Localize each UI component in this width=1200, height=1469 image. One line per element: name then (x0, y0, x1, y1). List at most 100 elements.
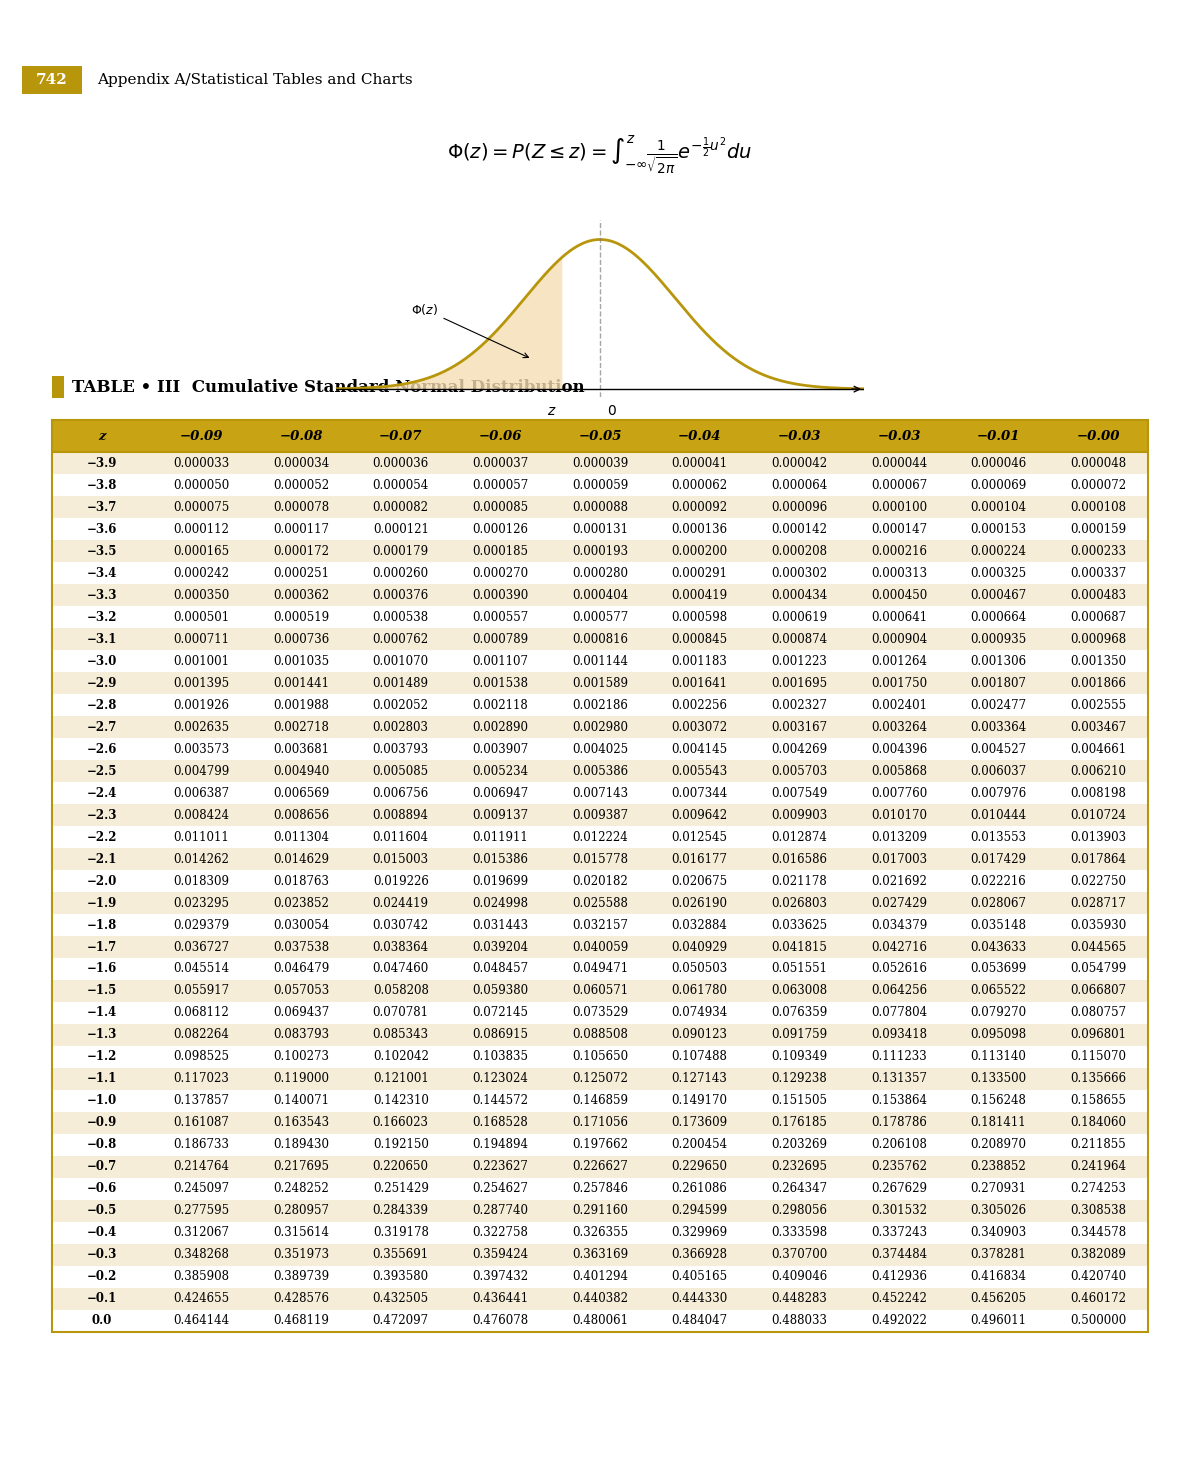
Text: 0.007344: 0.007344 (672, 786, 727, 799)
Text: 0.006947: 0.006947 (473, 786, 528, 799)
Text: 0.011304: 0.011304 (274, 830, 329, 843)
Text: −1.8: −1.8 (86, 918, 116, 931)
Text: 0.000104: 0.000104 (971, 501, 1027, 514)
Text: 0.001264: 0.001264 (871, 655, 926, 667)
Text: 0.308538: 0.308538 (1070, 1205, 1126, 1218)
Text: 0.051551: 0.051551 (772, 962, 827, 975)
Text: −1.0: −1.0 (86, 1094, 116, 1108)
Text: 0.184060: 0.184060 (1070, 1116, 1126, 1130)
Text: 0.200454: 0.200454 (672, 1138, 727, 1152)
Text: 0.294599: 0.294599 (672, 1205, 727, 1218)
Text: −2.6: −2.6 (86, 742, 118, 755)
Text: 0.000845: 0.000845 (672, 633, 727, 645)
Text: 0.044565: 0.044565 (1070, 940, 1127, 953)
Text: −0.07: −0.07 (379, 429, 422, 442)
FancyBboxPatch shape (52, 519, 1148, 541)
Text: 0.000078: 0.000078 (274, 501, 329, 514)
Text: 0.223627: 0.223627 (473, 1161, 528, 1174)
Text: 0.000121: 0.000121 (373, 523, 428, 536)
Text: 0.006387: 0.006387 (173, 786, 229, 799)
Text: 0.460172: 0.460172 (1070, 1293, 1126, 1306)
Text: 0.105650: 0.105650 (572, 1050, 628, 1064)
Text: 0.000816: 0.000816 (572, 633, 628, 645)
Text: 0.111233: 0.111233 (871, 1050, 926, 1064)
Text: −0.6: −0.6 (86, 1183, 116, 1196)
Text: 0.023295: 0.023295 (174, 896, 229, 909)
Text: 0.000062: 0.000062 (672, 479, 727, 492)
Text: 0.144572: 0.144572 (473, 1094, 528, 1108)
Text: 0.010724: 0.010724 (1070, 808, 1126, 821)
Text: 0.007549: 0.007549 (772, 786, 827, 799)
Text: 0.123024: 0.123024 (473, 1072, 528, 1086)
Text: 0.001306: 0.001306 (971, 655, 1027, 667)
Text: 0.054799: 0.054799 (1070, 962, 1127, 975)
Text: 0.013553: 0.013553 (971, 830, 1027, 843)
Text: 0.011911: 0.011911 (473, 830, 528, 843)
Text: 0.048457: 0.048457 (473, 962, 528, 975)
Text: 0.001441: 0.001441 (274, 677, 329, 689)
Text: 0.000404: 0.000404 (572, 589, 628, 601)
Text: 0.001489: 0.001489 (373, 677, 428, 689)
Text: 0.001641: 0.001641 (672, 677, 727, 689)
Text: 0.496011: 0.496011 (971, 1315, 1026, 1328)
Text: 0.270931: 0.270931 (971, 1183, 1026, 1196)
Text: 0.284339: 0.284339 (373, 1205, 428, 1218)
Text: 0.033625: 0.033625 (772, 918, 827, 931)
Text: −0.9: −0.9 (86, 1116, 116, 1130)
Text: 0.245097: 0.245097 (173, 1183, 229, 1196)
Text: 0.173609: 0.173609 (672, 1116, 727, 1130)
Text: 0.086915: 0.086915 (473, 1028, 528, 1042)
Text: 0.000153: 0.000153 (971, 523, 1027, 536)
Text: 0.070781: 0.070781 (373, 1006, 428, 1019)
Text: 0.393580: 0.393580 (373, 1271, 428, 1284)
Text: −0.01: −0.01 (977, 429, 1020, 442)
FancyBboxPatch shape (52, 563, 1148, 585)
Text: 0.098525: 0.098525 (174, 1050, 229, 1064)
Text: 0.156248: 0.156248 (971, 1094, 1026, 1108)
Text: 0.096801: 0.096801 (1070, 1028, 1126, 1042)
Text: 0.027429: 0.027429 (871, 896, 926, 909)
Text: 0.001223: 0.001223 (772, 655, 827, 667)
Text: 0.007976: 0.007976 (971, 786, 1027, 799)
Text: 0.001070: 0.001070 (373, 655, 428, 667)
Text: 0.181411: 0.181411 (971, 1116, 1026, 1130)
Text: 0.072145: 0.072145 (473, 1006, 528, 1019)
Text: 0.359424: 0.359424 (473, 1249, 528, 1262)
Text: 0.000664: 0.000664 (971, 611, 1027, 623)
Text: 0.005234: 0.005234 (473, 764, 528, 777)
Text: 0.022750: 0.022750 (1070, 874, 1126, 887)
Text: 0.029379: 0.029379 (173, 918, 229, 931)
Text: 0.013903: 0.013903 (1070, 830, 1127, 843)
Text: 0.000242: 0.000242 (174, 567, 229, 579)
Text: 0.002477: 0.002477 (971, 698, 1027, 711)
Text: 0.066807: 0.066807 (1070, 984, 1127, 997)
Text: 0.002186: 0.002186 (572, 698, 628, 711)
Text: 0.142310: 0.142310 (373, 1094, 428, 1108)
Text: 0.355691: 0.355691 (373, 1249, 428, 1262)
Text: 0.001538: 0.001538 (473, 677, 528, 689)
Text: 0.298056: 0.298056 (772, 1205, 827, 1218)
Text: 0.002635: 0.002635 (173, 720, 229, 733)
Text: 0.003681: 0.003681 (274, 742, 329, 755)
FancyBboxPatch shape (52, 715, 1148, 737)
Text: 0.003793: 0.003793 (373, 742, 428, 755)
Text: −0.7: −0.7 (86, 1161, 116, 1174)
Text: −0.03: −0.03 (877, 429, 920, 442)
Text: 0.068112: 0.068112 (174, 1006, 229, 1019)
Text: 0.115070: 0.115070 (1070, 1050, 1126, 1064)
Text: 0.028717: 0.028717 (1070, 896, 1126, 909)
Text: 0.000034: 0.000034 (272, 457, 329, 470)
Text: 0.226627: 0.226627 (572, 1161, 628, 1174)
Text: 0.432505: 0.432505 (373, 1293, 428, 1306)
Text: 0.002327: 0.002327 (772, 698, 827, 711)
Text: −1.5: −1.5 (86, 984, 116, 997)
FancyBboxPatch shape (52, 759, 1148, 782)
Text: 0.000067: 0.000067 (871, 479, 928, 492)
Text: $\Phi(z)$: $\Phi(z)$ (412, 303, 528, 357)
Text: 0.012224: 0.012224 (572, 830, 628, 843)
Text: 0.026190: 0.026190 (672, 896, 727, 909)
Text: −0.00: −0.00 (1076, 429, 1120, 442)
Text: 0.405165: 0.405165 (672, 1271, 727, 1284)
Text: 0.006569: 0.006569 (272, 786, 329, 799)
Text: −0.4: −0.4 (86, 1227, 116, 1240)
